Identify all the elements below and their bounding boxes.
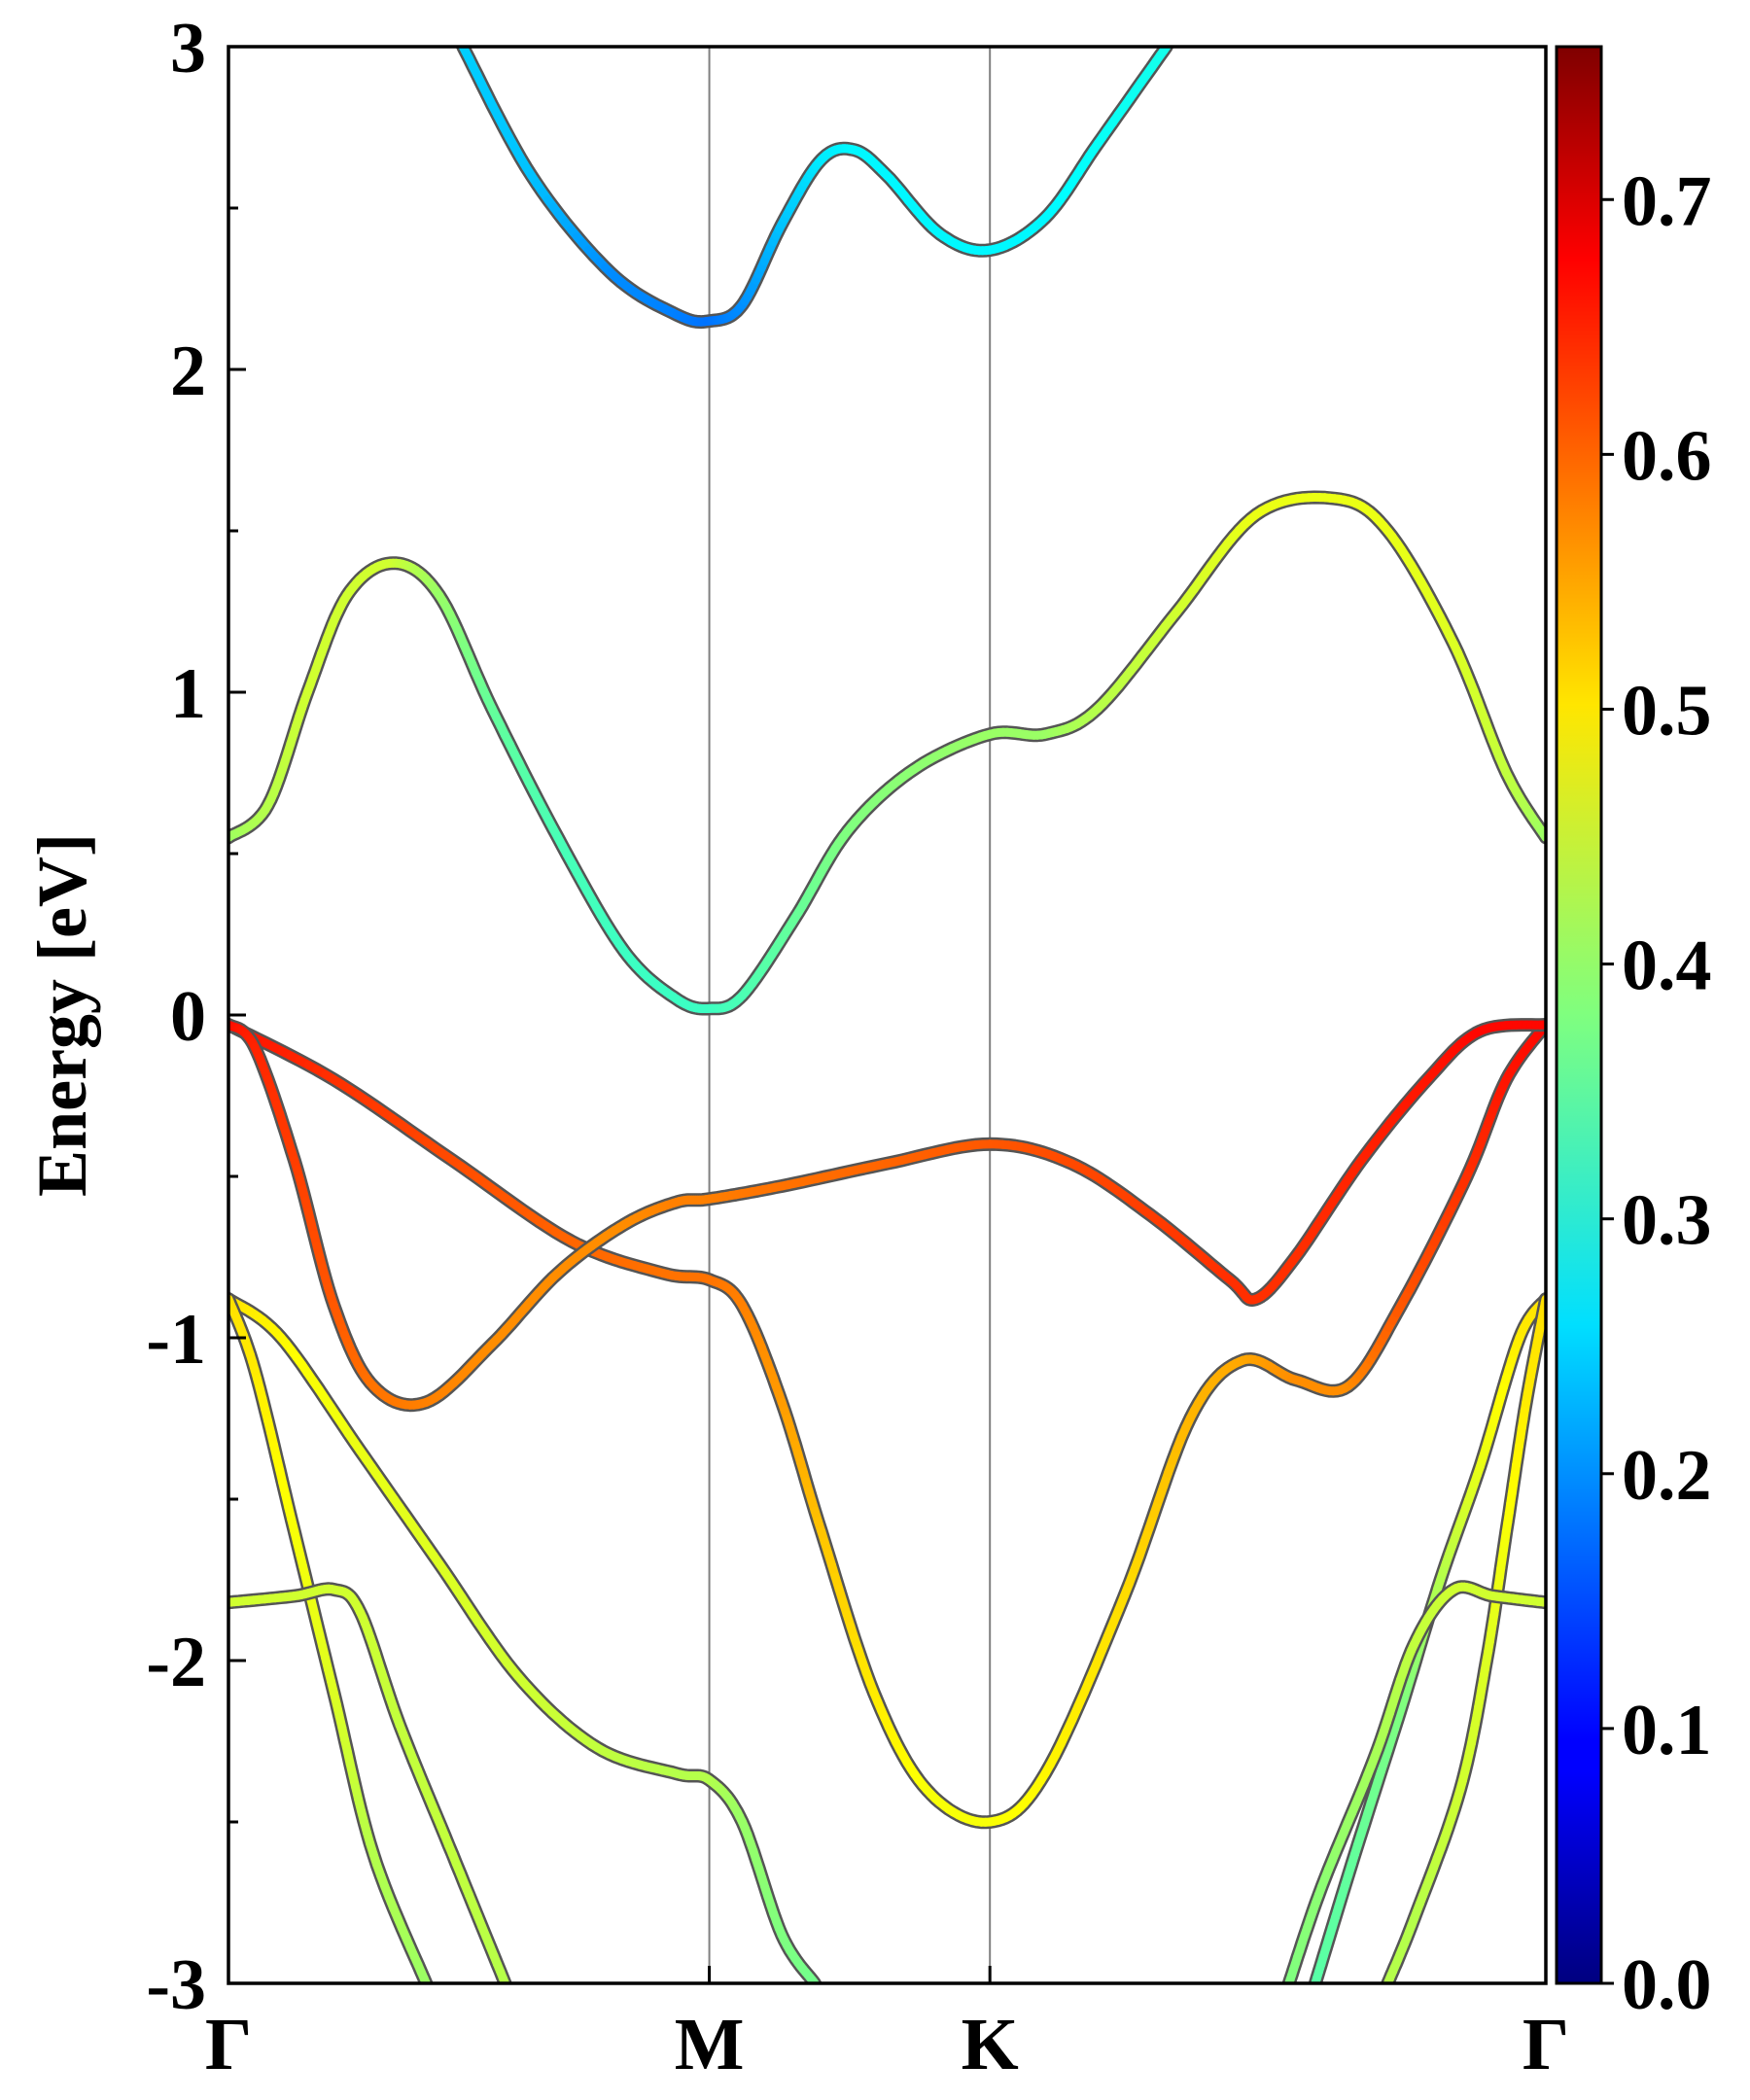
band-series [228,490,1546,1016]
band-series [456,47,1173,330]
y-tick-label: 0 [170,977,206,1057]
colorbar-tick-label: 0.2 [1622,1436,1712,1516]
band-series [228,1018,1546,1413]
colorbar-ticks: 0.0 0.1 0.2 0.3 0.4 0.5 0.6 0.7 [1601,161,1712,2025]
band-outline [456,47,1173,330]
y-tick-label: -1 [146,1300,206,1380]
band-series [1281,1580,1546,1983]
high-symmetry-lines [708,47,992,1983]
colorbar-tick-label: 0.0 [1622,1945,1712,2025]
y-tick-label: -2 [146,1623,206,1702]
colorbar-tick-label: 0.4 [1622,927,1712,1006]
y-tick-label: 2 [170,332,206,411]
y-tick-label: -3 [146,1945,206,2025]
x-tick-label: Γ [205,2004,252,2085]
x-tick-label: K [962,2004,1019,2085]
x-tick-label: M [675,2004,745,2085]
band-lines [228,47,1546,1983]
colorbar-tick-label: 0.7 [1622,161,1712,241]
plot-frame [227,45,1548,1985]
band-outline [228,1018,1546,1413]
y-axis-label: Energy [eV] [23,833,101,1197]
colorbar-tick-label: 0.1 [1622,1691,1712,1770]
band-series [228,1582,512,1983]
band-series [228,1292,822,1983]
y-axis-ticks: 3 2 1 0 -1 -2 -3 [146,9,246,2025]
band-outline [228,1582,512,1983]
x-tick-label: Γ [1522,2004,1569,2085]
y-tick-label: 1 [170,654,206,734]
band-series [228,1018,1546,1830]
band-series [228,1292,434,1983]
colorbar-tick-label: 0.3 [1622,1181,1712,1261]
colorbar-tick-label: 0.6 [1622,416,1712,496]
colorbar-tick-label: 0.5 [1622,671,1712,751]
colorbar [1555,45,1603,1985]
y-tick-label: 3 [170,9,206,88]
